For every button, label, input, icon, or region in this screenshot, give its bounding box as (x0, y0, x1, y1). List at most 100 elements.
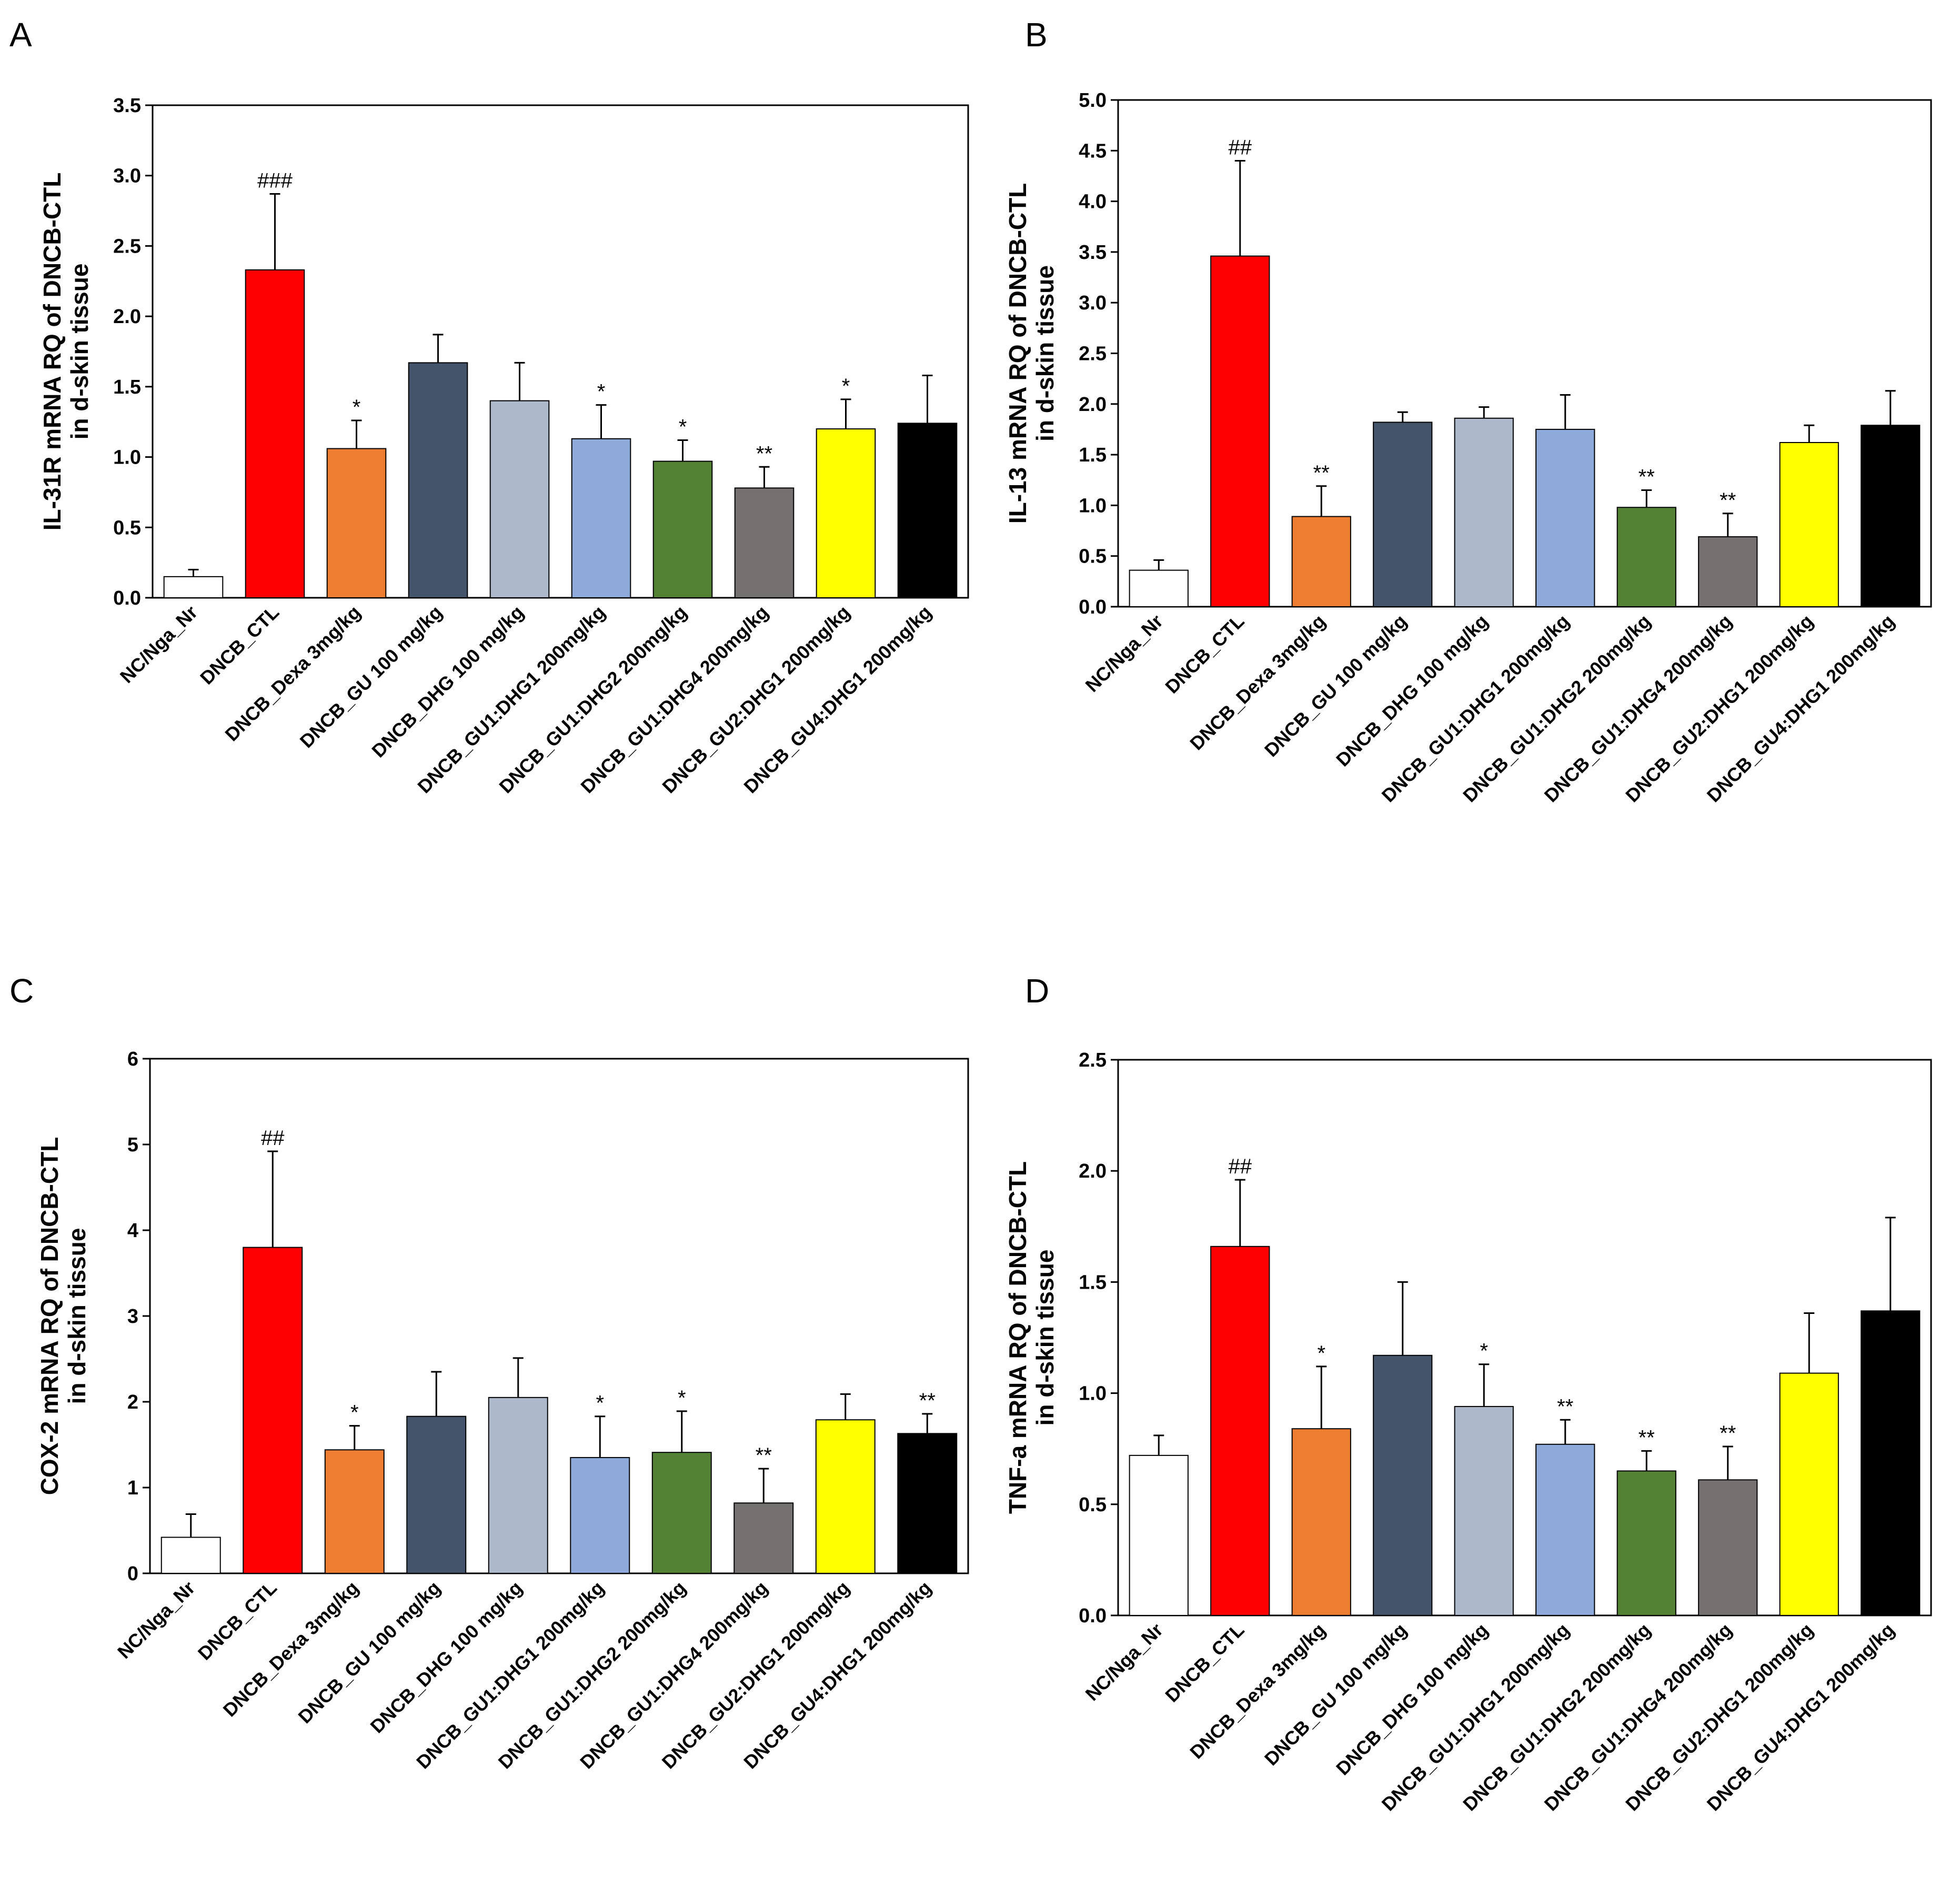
significance-label: ## (261, 1127, 285, 1150)
significance-label: * (1317, 1342, 1325, 1365)
x-tick-label: DNCB_DHG 100 mg/kg (1332, 1619, 1492, 1780)
significance-label: * (679, 415, 687, 438)
x-tick-label: DNCB_CTL (1161, 1619, 1248, 1706)
y-tick-label: 0.5 (1079, 1494, 1107, 1516)
x-tick-label: DNCB_DHG 100 mg/kg (367, 601, 528, 762)
significance-label: * (353, 396, 361, 419)
y-axis-label-line2: in d-skin tissue (66, 264, 93, 440)
y-axis-label-line1: COX-2 mRNA RQ of DNCB-CTL (36, 1137, 63, 1495)
significance-label: * (596, 1392, 604, 1415)
significance-label: ** (919, 1389, 936, 1412)
bar (1861, 425, 1921, 607)
y-tick-label: 0 (127, 1563, 138, 1585)
x-tick-label: DNCB_GU 100 mg/kg (1260, 610, 1411, 761)
panel-letter: C (9, 972, 34, 1010)
bar (1616, 507, 1676, 608)
y-tick-label: 4.0 (1079, 191, 1107, 213)
bar (1210, 1246, 1270, 1616)
x-tick-label: DNCB_Dexa 3mg/kg (219, 1577, 363, 1721)
y-tick-label: 3.0 (113, 165, 141, 187)
significance-label: * (1480, 1340, 1488, 1363)
bar (1291, 1428, 1351, 1616)
x-tick-label: DNCB_GU 100 mg/kg (1260, 1619, 1411, 1770)
x-tick-label: DNCB_Dexa 3mg/kg (1185, 610, 1330, 755)
y-tick-label: 1.0 (113, 447, 141, 469)
significance-label: ** (1639, 1426, 1655, 1449)
panel-b: B 0.0 0.5 1.0 1.5 2.0 2.5 3.0 3.5 4.0 4.5 5.0 IL-13 … (1004, 16, 1932, 806)
y-tick-label: 1.5 (113, 376, 141, 398)
y-tick-label: 5.0 (1079, 89, 1107, 112)
y-axis-label: COX-2 mRNA RQ of DNCB-CTLin d-skin tissu… (36, 1137, 91, 1495)
significance-label: * (597, 380, 606, 404)
y-tick-label: 4 (127, 1220, 138, 1242)
bar (897, 1433, 958, 1574)
y-tick-label: 2.0 (1079, 1160, 1107, 1182)
bar (1535, 428, 1595, 607)
x-tick-label: DNCB_DHG 100 mg/kg (1332, 610, 1492, 771)
y-tick-label: 6 (127, 1048, 138, 1070)
y-tick-label: 3.5 (113, 95, 141, 117)
x-tick-label: NC/Nga_Nr (1081, 610, 1167, 696)
y-tick-label: 0.0 (1079, 1605, 1107, 1627)
bar (1129, 569, 1189, 607)
bar (1291, 516, 1351, 607)
bar (245, 269, 305, 598)
significance-label: * (350, 1401, 359, 1424)
y-axis-label-line1: IL-13 mRNA RQ of DNCB-CTL (1004, 183, 1031, 524)
x-tick-label: DNCB_Dexa 3mg/kg (1185, 1619, 1330, 1763)
significance-label: ** (1313, 461, 1330, 485)
bar (163, 576, 224, 599)
x-tick-label: NC/Nga_Nr (116, 601, 202, 687)
bar (1373, 421, 1433, 608)
bar (1779, 441, 1839, 607)
bar (1210, 255, 1270, 607)
significance-label: ## (1229, 1155, 1252, 1178)
bar (1779, 1372, 1839, 1616)
significance-label: ** (756, 442, 772, 465)
x-tick-label: DNCB_GU 100 mg/kg (296, 601, 446, 752)
y-tick-label: 2.0 (1079, 394, 1107, 416)
panel-d: D 0.0 0.5 1.0 1.5 2.0 2.5 TNF-a mRNA RQ of DNCB… (1004, 972, 1932, 1815)
panel-letter: B (1025, 16, 1048, 54)
y-tick-label: 0.0 (113, 587, 141, 609)
y-tick-label: 3.0 (1079, 292, 1107, 314)
y-tick-label: 1.0 (1079, 1383, 1107, 1405)
y-axis-label: IL-31R mRNA RQ of DNCB-CTLin d-skin tiss… (38, 173, 93, 531)
x-tick-label: DNCB_CTL (196, 601, 283, 689)
y-axis-label-line2: in d-skin tissue (63, 1228, 91, 1404)
bar (326, 448, 387, 598)
bar (816, 428, 876, 598)
y-tick-label: 1.5 (1079, 1271, 1107, 1293)
bar (324, 1449, 385, 1574)
significance-label: * (842, 375, 850, 398)
x-tick-label: DNCB_CTL (194, 1577, 281, 1664)
significance-label: ## (1229, 136, 1252, 159)
y-tick-label: 0.5 (113, 517, 141, 539)
panel-c: C 0 1 2 3 4 5 6 COX-2 mRNA RQ of DNCB-CTLin d-sk… (9, 972, 969, 1773)
significance-label: ** (756, 1444, 772, 1467)
bar (243, 1247, 303, 1574)
y-tick-label: 1.5 (1079, 444, 1107, 466)
bar (651, 1452, 712, 1574)
bar (160, 1536, 221, 1574)
x-tick-label: NC/Nga_Nr (1081, 1619, 1167, 1705)
bar (897, 423, 958, 598)
y-axis-label-line2: in d-skin tissue (1031, 265, 1059, 441)
significance-label: ** (1639, 466, 1655, 489)
significance-label: ### (257, 169, 293, 192)
bar (1129, 1454, 1189, 1616)
panel-letter: D (1025, 972, 1049, 1010)
bar (1698, 1479, 1758, 1616)
bar (1454, 1405, 1514, 1616)
bar (408, 362, 468, 598)
y-tick-label: 2.5 (113, 235, 141, 257)
significance-label: ** (1557, 1395, 1573, 1418)
x-tick-label: DNCB_GU 100 mg/kg (294, 1577, 444, 1728)
bar (570, 1457, 630, 1574)
plot-frame (1117, 1059, 1932, 1616)
y-axis-label: IL-13 mRNA RQ of DNCB-CTLin d-skin tissu… (1004, 183, 1059, 524)
y-axis-label: TNF-a mRNA RQ of DNCB-CTLin d-skin tissu… (1004, 1161, 1059, 1514)
bar (1698, 536, 1758, 608)
x-tick-label: DNCB_Dexa 3mg/kg (220, 601, 365, 746)
y-axis-label-line1: TNF-a mRNA RQ of DNCB-CTL (1004, 1161, 1031, 1514)
